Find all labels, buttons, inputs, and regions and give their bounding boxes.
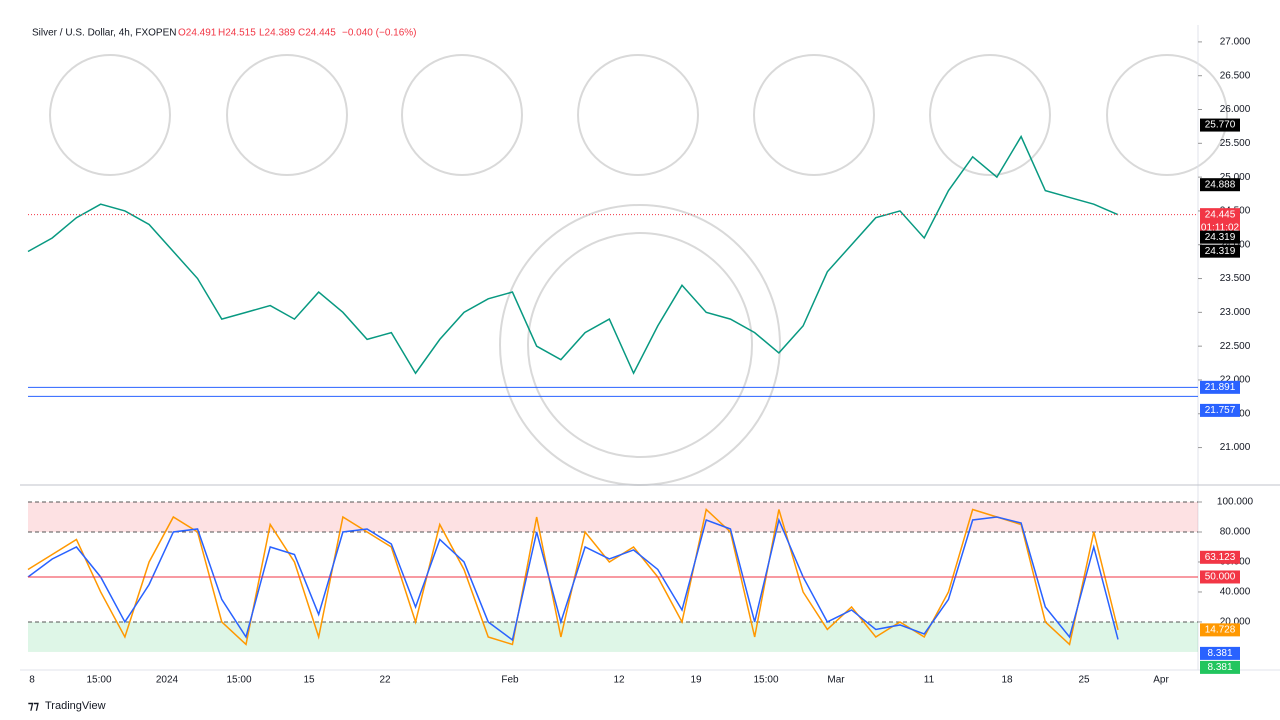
- time-label: 19: [690, 675, 702, 686]
- time-label: 11: [924, 675, 935, 686]
- y-tick-label: 23.000: [1220, 307, 1251, 318]
- price-line: [27, 516, 1119, 642]
- brand-logo: ⁊⁊: [28, 700, 39, 712]
- overbought-zone: [28, 501, 1198, 532]
- y-tick-label: 20.000: [1220, 617, 1251, 628]
- low: L24.389: [259, 28, 296, 39]
- price-label-bg: [1200, 208, 1240, 235]
- time-label: Mar: [827, 675, 845, 686]
- price-label-bg: [1200, 623, 1240, 637]
- time-label: 15:00: [226, 675, 251, 686]
- price-label: 8.381: [1207, 648, 1232, 659]
- price-label: 14.728: [1205, 625, 1236, 636]
- y-tick-label: 25.000: [1220, 172, 1251, 183]
- time-label: Apr: [1153, 675, 1169, 686]
- change: −0.040 (−0.16%): [342, 28, 417, 39]
- price-label: 24.319: [1205, 246, 1236, 257]
- price-line: [27, 134, 1119, 375]
- price-label-bg: [1200, 403, 1240, 417]
- time-label: 15: [303, 675, 315, 686]
- y-tick-label: 21.000: [1220, 442, 1251, 453]
- y-tick-label: 23.500: [1220, 273, 1251, 284]
- price-label-bg: [1200, 380, 1240, 394]
- price-label: 50.000: [1205, 572, 1236, 583]
- close: C24.445: [298, 28, 336, 39]
- price-label-bg: [1200, 230, 1240, 244]
- symbol: Silver / U.S. Dollar, 4h, FXOPEN: [32, 28, 177, 39]
- y-tick-label: 27.000: [1220, 37, 1251, 48]
- y-tick-label: 22.500: [1220, 341, 1251, 352]
- open: O24.491: [178, 28, 217, 39]
- time-label: 15:00: [86, 675, 111, 686]
- price-label: 8.381: [1207, 662, 1232, 673]
- price-label-bg: [1200, 550, 1240, 564]
- y-tick-label: 40.000: [1220, 587, 1251, 598]
- y-tick-label: 100.000: [1217, 497, 1254, 508]
- countdown: 01:11:02: [1201, 222, 1240, 233]
- time-label: 8: [29, 675, 35, 686]
- brand: TradingView: [45, 700, 106, 712]
- price-label: 63.123: [1205, 552, 1236, 563]
- price-label: 21.891: [1205, 382, 1236, 393]
- y-tick-label: 26.500: [1220, 70, 1251, 81]
- oversold-zone: [28, 621, 1198, 652]
- price-label-bg: [1200, 178, 1240, 192]
- price-label: 24.445: [1205, 209, 1236, 220]
- price-label-bg: [1200, 660, 1240, 674]
- price-label-bg: [1200, 118, 1240, 132]
- price-label: 24.319: [1205, 232, 1236, 243]
- price-label-bg: [1200, 646, 1240, 660]
- y-tick-label: 25.500: [1220, 138, 1251, 149]
- price-label: 24.888: [1205, 179, 1236, 190]
- price-label: 21.757: [1205, 405, 1236, 416]
- time-label: 2024: [156, 675, 179, 686]
- time-label: 18: [1001, 675, 1013, 686]
- high: H24.515: [218, 28, 256, 39]
- time-label: 12: [613, 675, 625, 686]
- y-tick-label: 22.000: [1220, 375, 1251, 386]
- price-label-bg: [1200, 570, 1240, 584]
- time-label: Feb: [501, 675, 519, 686]
- time-label: 22: [379, 675, 391, 686]
- price-label: 25.770: [1205, 120, 1236, 131]
- y-tick-label: 26.000: [1220, 104, 1251, 115]
- time-label: 15:00: [753, 675, 778, 686]
- time-label: 25: [1078, 675, 1090, 686]
- price-label-bg: [1200, 244, 1240, 258]
- y-tick-label: 80.000: [1220, 527, 1251, 538]
